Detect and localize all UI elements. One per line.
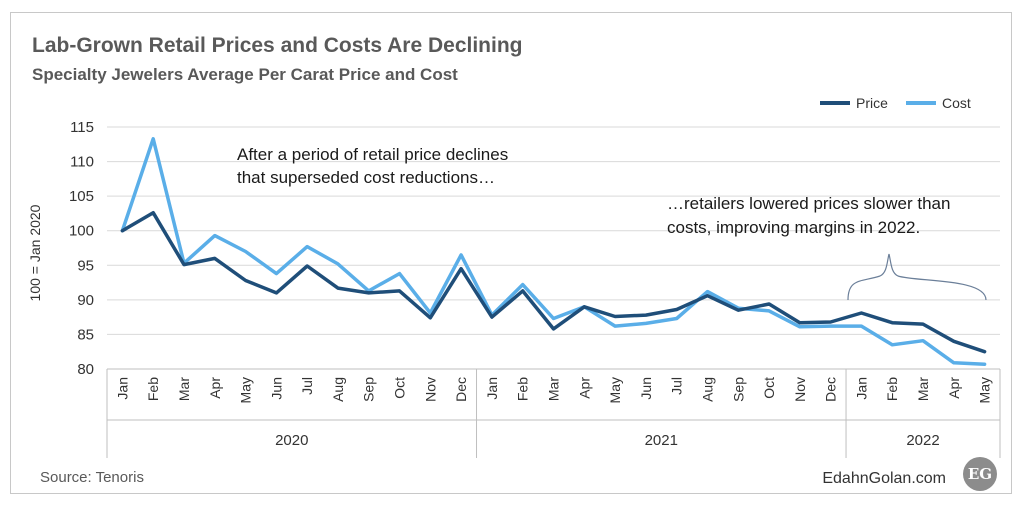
y-tick-label: 110 [70,154,94,171]
x-tick-label: Jul [669,377,685,395]
x-tick-label: May [607,377,623,403]
x-tick-label: Jan [853,377,869,400]
x-tick-label: May [238,377,254,403]
x-tick-label: Feb [515,377,531,401]
brand-logo [963,457,997,491]
x-tick-label: Oct [761,377,777,399]
y-tick-label: 100 [69,223,94,240]
x-tick-label: Apr [946,377,962,399]
x-tick-label: Jun [268,377,284,400]
x-tick-label: Dec [453,377,469,402]
x-tick-label: Oct [392,377,408,399]
x-tick-label: Jan [114,377,130,400]
y-axis-label: 100 = Jan 2020 [27,204,43,301]
x-group-label: 2021 [645,432,678,449]
x-tick-label: Apr [207,377,223,399]
y-tick-label: 85 [77,326,94,343]
y-axis-ticks: 80 85 90 95 100 105 110 115 [69,119,94,378]
series-lines [120,137,987,366]
legend-cost-label: Cost [942,95,971,111]
x-tick-label: Mar [546,377,562,401]
x-group-label: 2022 [906,432,939,449]
brand-text: EdahnGolan.com [822,470,946,487]
x-group-label: 2020 [275,432,308,449]
series-line-cost [120,137,987,366]
gridlines [107,126,1000,335]
series-line-price [120,210,987,354]
x-tick-label: May [977,377,993,403]
annotation-right-line2: costs, improving margins in 2022. [667,218,920,237]
legend-price-label: Price [856,95,888,111]
legend: Price Cost [820,95,971,111]
x-tick-label: Aug [699,377,715,402]
chart-title: Lab-Grown Retail Prices and Costs Are De… [32,34,523,57]
x-axis: Jan Feb Mar Apr May Jun Jul Aug Sep Oct Nov Dec Jan F… [106,368,1001,458]
annotation-left-line2: that superseded cost reductions… [237,168,495,187]
y-tick-label: 105 [69,188,94,205]
chart-subtitle: Specialty Jewelers Average Per Carat Pri… [32,65,458,84]
x-tick-label: Jun [638,377,654,400]
y-tick-label: 115 [70,119,94,136]
x-tick-label: Mar [176,377,192,401]
annotation-right-line1: …retailers lowered prices slower than [667,194,950,213]
x-tick-label: Dec [823,377,839,402]
x-tick-label: Feb [884,377,900,401]
x-tick-label: Feb [145,377,161,401]
x-tick-label: Aug [330,377,346,402]
brand-logo-text: EG [968,465,992,483]
y-tick-label: 95 [77,257,94,274]
x-tick-label: Jan [484,377,500,400]
annotation-brace [847,253,987,301]
source-note: Source: Tenoris [40,469,144,486]
annotation-left-line1: After a period of retail price declines [237,145,508,164]
x-tick-label: Sep [730,377,746,402]
x-tick-label: Sep [361,377,377,402]
x-tick-label: Apr [576,377,592,399]
x-tick-label: Mar [915,377,931,401]
y-tick-label: 90 [77,292,94,309]
y-tick-label: 80 [77,361,94,378]
x-tick-label: Nov [792,377,808,402]
x-tick-label: Nov [422,377,438,402]
x-tick-label: Jul [299,377,315,395]
